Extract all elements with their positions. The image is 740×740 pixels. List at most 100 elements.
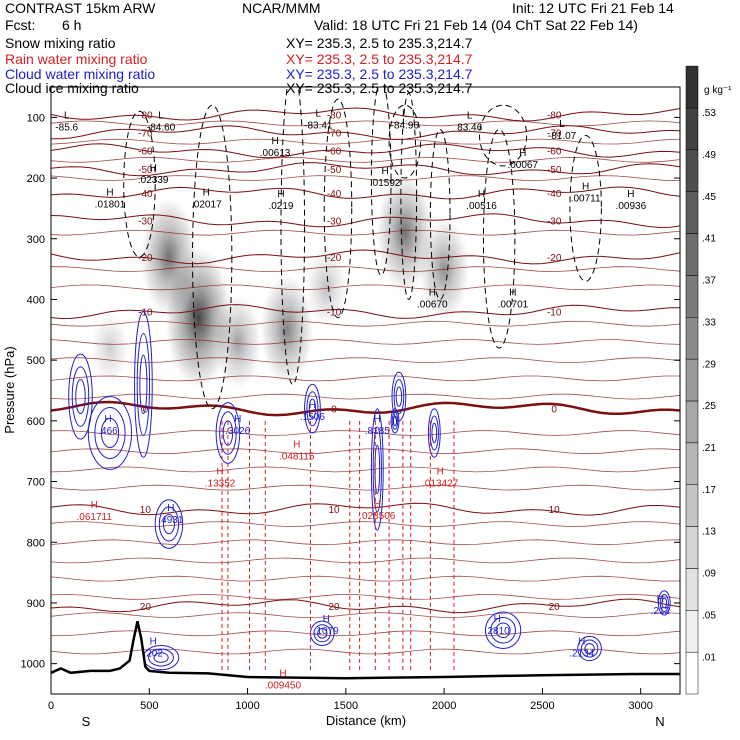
- isotherm-label-5-2: -30: [547, 217, 562, 228]
- cloud-ice-contour-5: [400, 92, 418, 300]
- extremum-value-33: .009450: [265, 681, 302, 692]
- cloud-water-contour-10-1: [580, 639, 599, 658]
- extremum-mark-6: H: [271, 136, 278, 147]
- isotherm-label-6-0: -20: [138, 253, 153, 264]
- colorbar-unit: g kg⁻¹: [704, 85, 732, 96]
- y-tick-label-7: 800: [27, 537, 45, 549]
- isotherm-minor-770: [51, 521, 680, 527]
- field-xy-rain: XY= 235.3, 2.5 to 235.3,214.7: [286, 51, 473, 67]
- extremum-mark-14: H: [582, 181, 589, 192]
- cloud-water-contour-0-0: [68, 353, 93, 440]
- extremum-value-27: .202: [143, 649, 163, 660]
- colorbar-swatch-4: [685, 484, 699, 527]
- isotherm-line-5: [51, 213, 680, 229]
- colorbar-label-11: .45: [702, 192, 716, 203]
- y-tick-label-5: 600: [27, 416, 45, 428]
- field-name-rain: Rain water mixing ratio: [5, 51, 148, 67]
- cloud-water-contour-8-0: [154, 499, 184, 549]
- cloud-ice-contour-6: [429, 128, 451, 300]
- extremum-value-0: -85.6: [55, 122, 78, 133]
- isotherm-label-4-1: -40: [327, 189, 342, 200]
- colorbar-label-8: .33: [702, 317, 716, 328]
- extremum-value-8: .01592: [370, 178, 401, 189]
- colorbar-swatch-1: [685, 610, 699, 653]
- plot-frame: [50, 86, 681, 695]
- colorbar-swatch-2: [685, 568, 699, 611]
- extremum-mark-7: H: [150, 163, 157, 174]
- colorbar-label-0: .01: [702, 652, 716, 663]
- colorbar-label-6: .25: [702, 401, 716, 412]
- isotherm-line-7: [51, 304, 680, 320]
- extremum-value-18: .466: [98, 426, 118, 437]
- isotherm-minor-140: [51, 138, 680, 145]
- extremum-value-10: .01801: [95, 199, 126, 210]
- cloud-water-contour-4-2: [308, 398, 317, 419]
- extremum-value-11: .02017: [191, 199, 222, 210]
- init-time: Init: 12 UTC Fri 21 Feb 14: [512, 0, 674, 16]
- cloud-ice-contour-7: [482, 128, 516, 349]
- cloud-ice-contour-4: [370, 87, 392, 276]
- extremum-mark-11: H: [203, 187, 210, 198]
- extremum-mark-9: H: [519, 148, 526, 159]
- isotherm-label-3-2: -50: [547, 165, 562, 176]
- y-tick-label-3: 400: [27, 294, 45, 306]
- extremum-value-13: .00516: [466, 201, 497, 212]
- extremum-mark-17: H: [509, 288, 516, 299]
- shading-cell-5: [214, 295, 262, 389]
- colorbar-label-10: .41: [702, 234, 716, 245]
- extremum-value-25: .2134: [569, 649, 594, 660]
- extremum-value-5: -81.07: [548, 131, 577, 142]
- isotherm-minor-440: [51, 320, 680, 327]
- north-label: N: [655, 714, 664, 729]
- isotherm-minor-800: [51, 539, 680, 546]
- isotherm-line-3: [51, 162, 680, 177]
- cloud-water-contour-11-2: [661, 597, 668, 609]
- cloud-water-contour-14-1: [429, 415, 439, 451]
- cloud-ice-contour-8: [569, 135, 602, 282]
- x-tick-label-2: 1000: [235, 700, 259, 712]
- extremum-mark-26: H: [657, 594, 664, 605]
- extremum-mark-31: H: [374, 499, 381, 510]
- isotherm-label-9-0: 10: [140, 505, 152, 516]
- field-xy-snow: XY= 235.3, 2.5 to 235.3,214.7: [286, 35, 473, 51]
- extremum-mark-13: H: [478, 189, 485, 200]
- extremum-mark-16: H: [429, 288, 436, 299]
- isotherm-label-1-1: -70: [327, 129, 342, 140]
- cloud-water-contour-8-1: [158, 506, 180, 542]
- extremum-value-29: .13352: [205, 479, 236, 490]
- extremum-value-28: .048115: [279, 451, 315, 462]
- colorbar-swatch-11: [685, 191, 699, 234]
- extremum-value-26: .212: [651, 606, 671, 617]
- extremum-mark-15: H: [627, 189, 634, 200]
- y-tick-label-4: 500: [27, 355, 45, 367]
- cloud-water-contour-14-0: [427, 408, 441, 458]
- extremum-value-30: .061711: [77, 512, 113, 523]
- isotherm-minor-470: [51, 339, 680, 345]
- y-axis-title: Pressure (hPa): [2, 346, 17, 433]
- isotherm-label-4-2: -40: [547, 189, 562, 200]
- extremum-value-31: .028506: [359, 511, 396, 522]
- cloud-water-contour-0-1: [71, 366, 90, 427]
- shading-cell-7: [91, 313, 129, 383]
- colorbar-label-12: .49: [702, 150, 716, 161]
- isotherm-label-6-2: -20: [547, 253, 562, 264]
- extremum-mark-5: L: [559, 119, 565, 130]
- extremum-value-16: .00670: [417, 300, 448, 311]
- isotherm-label-5-0: -30: [138, 217, 153, 228]
- colorbar-swatch-10: [685, 233, 699, 276]
- extremum-value-1: -84.60: [147, 122, 176, 133]
- extremum-mark-30: H: [91, 500, 98, 511]
- isotherm-line-10: [51, 598, 680, 614]
- isotherm-label-9-1: 10: [328, 505, 340, 516]
- valid-time: Valid: 18 UTC Fri 21 Feb 14 (04 ChT Sat …: [314, 17, 638, 33]
- cloud-water-contour-3-1: [219, 411, 237, 455]
- extremum-mark-29: H: [216, 467, 223, 478]
- extremum-mark-8: H: [382, 166, 389, 177]
- isotherm-line-2: [51, 143, 680, 159]
- cloud-ice-contour-2: [280, 87, 306, 385]
- isotherm-label-4-0: -40: [138, 189, 153, 200]
- extremum-value-2: -83.41: [304, 120, 333, 131]
- extremum-value-14: .00711: [571, 193, 601, 204]
- cloud-water-contour-1-2: [139, 354, 148, 415]
